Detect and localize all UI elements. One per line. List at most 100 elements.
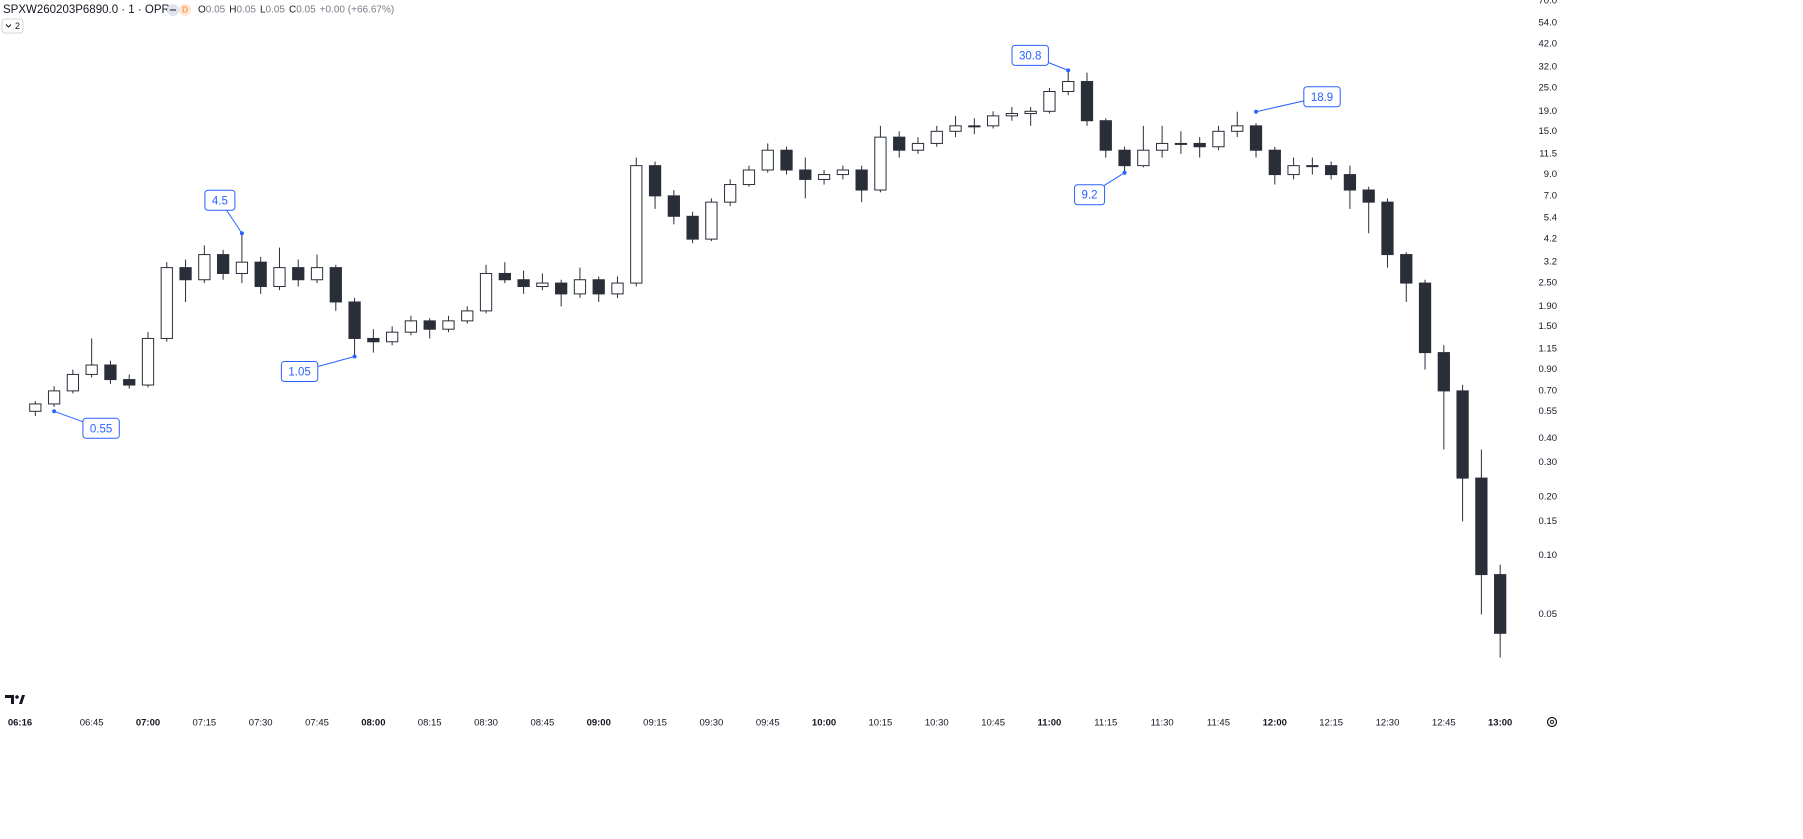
- candle-body: [648, 165, 662, 197]
- ohlc-letter: O: [198, 5, 206, 16]
- y-tick-label: 1.15: [1539, 343, 1558, 354]
- annotation-box: [280, 361, 319, 383]
- y-tick-label: 4.2: [1544, 234, 1557, 245]
- candle-body: [1005, 113, 1019, 117]
- indicator-count: 2: [15, 21, 20, 31]
- annotation-point: [239, 231, 244, 236]
- annotation-point: [1254, 109, 1259, 114]
- candle-body: [667, 195, 680, 217]
- candle-body: [1494, 574, 1507, 634]
- y-tick-label: 1.90: [1539, 301, 1558, 312]
- x-tick-label: 09:45: [756, 718, 780, 729]
- annotation-box: [1011, 44, 1049, 66]
- candle-body: [1174, 142, 1188, 145]
- annotation-box: [82, 417, 120, 439]
- candle-body: [536, 282, 549, 288]
- x-tick-label: 12:15: [1319, 718, 1343, 729]
- candle-body: [930, 130, 943, 144]
- candle-body: [47, 390, 61, 405]
- delayed-badge: D: [182, 6, 188, 15]
- candle-body: [310, 267, 324, 281]
- y-tick-label: 15.0: [1539, 126, 1558, 137]
- x-tick-label: 10:30: [925, 718, 949, 729]
- x-tick-label: 07:00: [136, 718, 160, 729]
- candle-body: [1437, 352, 1450, 392]
- y-tick-label: 0.20: [1539, 491, 1558, 502]
- candle-body: [1193, 142, 1206, 148]
- y-tick-label: 9.0: [1544, 169, 1557, 180]
- x-tick-label: 07:30: [249, 718, 273, 729]
- candle-body: [686, 215, 699, 240]
- status-icon: [170, 9, 176, 11]
- y-tick-label: 25.0: [1539, 83, 1558, 94]
- candle-body: [836, 169, 849, 176]
- candle-body: [799, 169, 812, 180]
- y-tick-label: 0.90: [1539, 364, 1558, 375]
- candle-body: [1400, 254, 1413, 284]
- candle-body: [404, 320, 418, 333]
- gear-hub: [1549, 719, 1555, 725]
- candle-body: [198, 254, 211, 281]
- x-tick-label: 07:15: [192, 718, 216, 729]
- candle-body: [817, 174, 831, 180]
- ohlc-values: O 0.05 H 0.05 L 0.05 C 0.05 +0.00 (+66.67%): [198, 5, 394, 16]
- ohlc-value: 0.05: [266, 5, 286, 16]
- candle-body: [1456, 390, 1469, 479]
- annotation-label: 18.9: [1311, 92, 1333, 104]
- ohlc-value: 0.05: [206, 5, 226, 16]
- annotations: 0.55 4.5 1.05 30.8 9.2 18.9: [52, 44, 1341, 439]
- candle-body: [179, 267, 192, 281]
- candle-body: [592, 279, 605, 295]
- candle-body: [724, 184, 737, 203]
- badge-bg: [179, 4, 191, 16]
- y-tick-label: 54.0: [1539, 17, 1558, 28]
- annotation-box: [204, 189, 236, 211]
- candle-body: [1287, 165, 1300, 176]
- x-tick-label: 08:30: [474, 718, 498, 729]
- indicators-toggle[interactable]: [1, 18, 24, 34]
- candle-body: [761, 149, 774, 171]
- settings-button[interactable]: [1546, 716, 1558, 728]
- candle-body: [780, 149, 793, 171]
- x-tick-label: 10:15: [869, 718, 893, 729]
- candle-body: [85, 364, 98, 375]
- candle-body: [29, 403, 42, 412]
- x-tick-label: 13:00: [1488, 718, 1512, 729]
- ohlc-letter: L: [260, 5, 266, 16]
- x-tick-label: 11:15: [1094, 718, 1117, 729]
- y-tick-label: 70.0: [1539, 0, 1558, 6]
- candle-body: [235, 261, 249, 274]
- x-tick-label: 09:00: [587, 718, 611, 729]
- candle-body: [1099, 120, 1112, 151]
- candle-body: [986, 115, 1000, 127]
- x-tick-label: 08:15: [418, 718, 442, 729]
- y-tick-label: 19.0: [1539, 106, 1558, 117]
- y-tick-label: 2.50: [1539, 278, 1558, 289]
- candle-body: [705, 201, 718, 240]
- annotation-label: 9.2: [1082, 190, 1098, 202]
- candle-body: [893, 136, 906, 151]
- ohlc-value: 0.05: [296, 5, 316, 16]
- x-tick-label: 11:45: [1207, 718, 1230, 729]
- candle-body: [1249, 125, 1263, 151]
- x-tick-label: 12:00: [1263, 718, 1287, 729]
- annotation-label: 1.05: [288, 367, 310, 379]
- annotation-box: [1074, 184, 1106, 206]
- candle-body: [442, 320, 455, 330]
- candle-body: [1268, 149, 1281, 176]
- candle-body: [573, 279, 587, 295]
- y-tick-label: 3.2: [1544, 257, 1557, 268]
- logo-part: [5, 695, 14, 704]
- candle-body: [1118, 149, 1131, 167]
- candle-body: [292, 267, 305, 281]
- candle-body: [911, 142, 925, 151]
- ohlc-value: 0.05: [236, 5, 256, 16]
- annotation-point: [352, 354, 357, 359]
- symbol-title: SPXW260203P6890.0 · 1 · OPRA: [3, 4, 178, 16]
- y-tick-label: 42.0: [1539, 39, 1558, 50]
- annotation-label: 4.5: [212, 195, 228, 207]
- candle-body: [273, 267, 286, 288]
- candle-body: [141, 337, 155, 386]
